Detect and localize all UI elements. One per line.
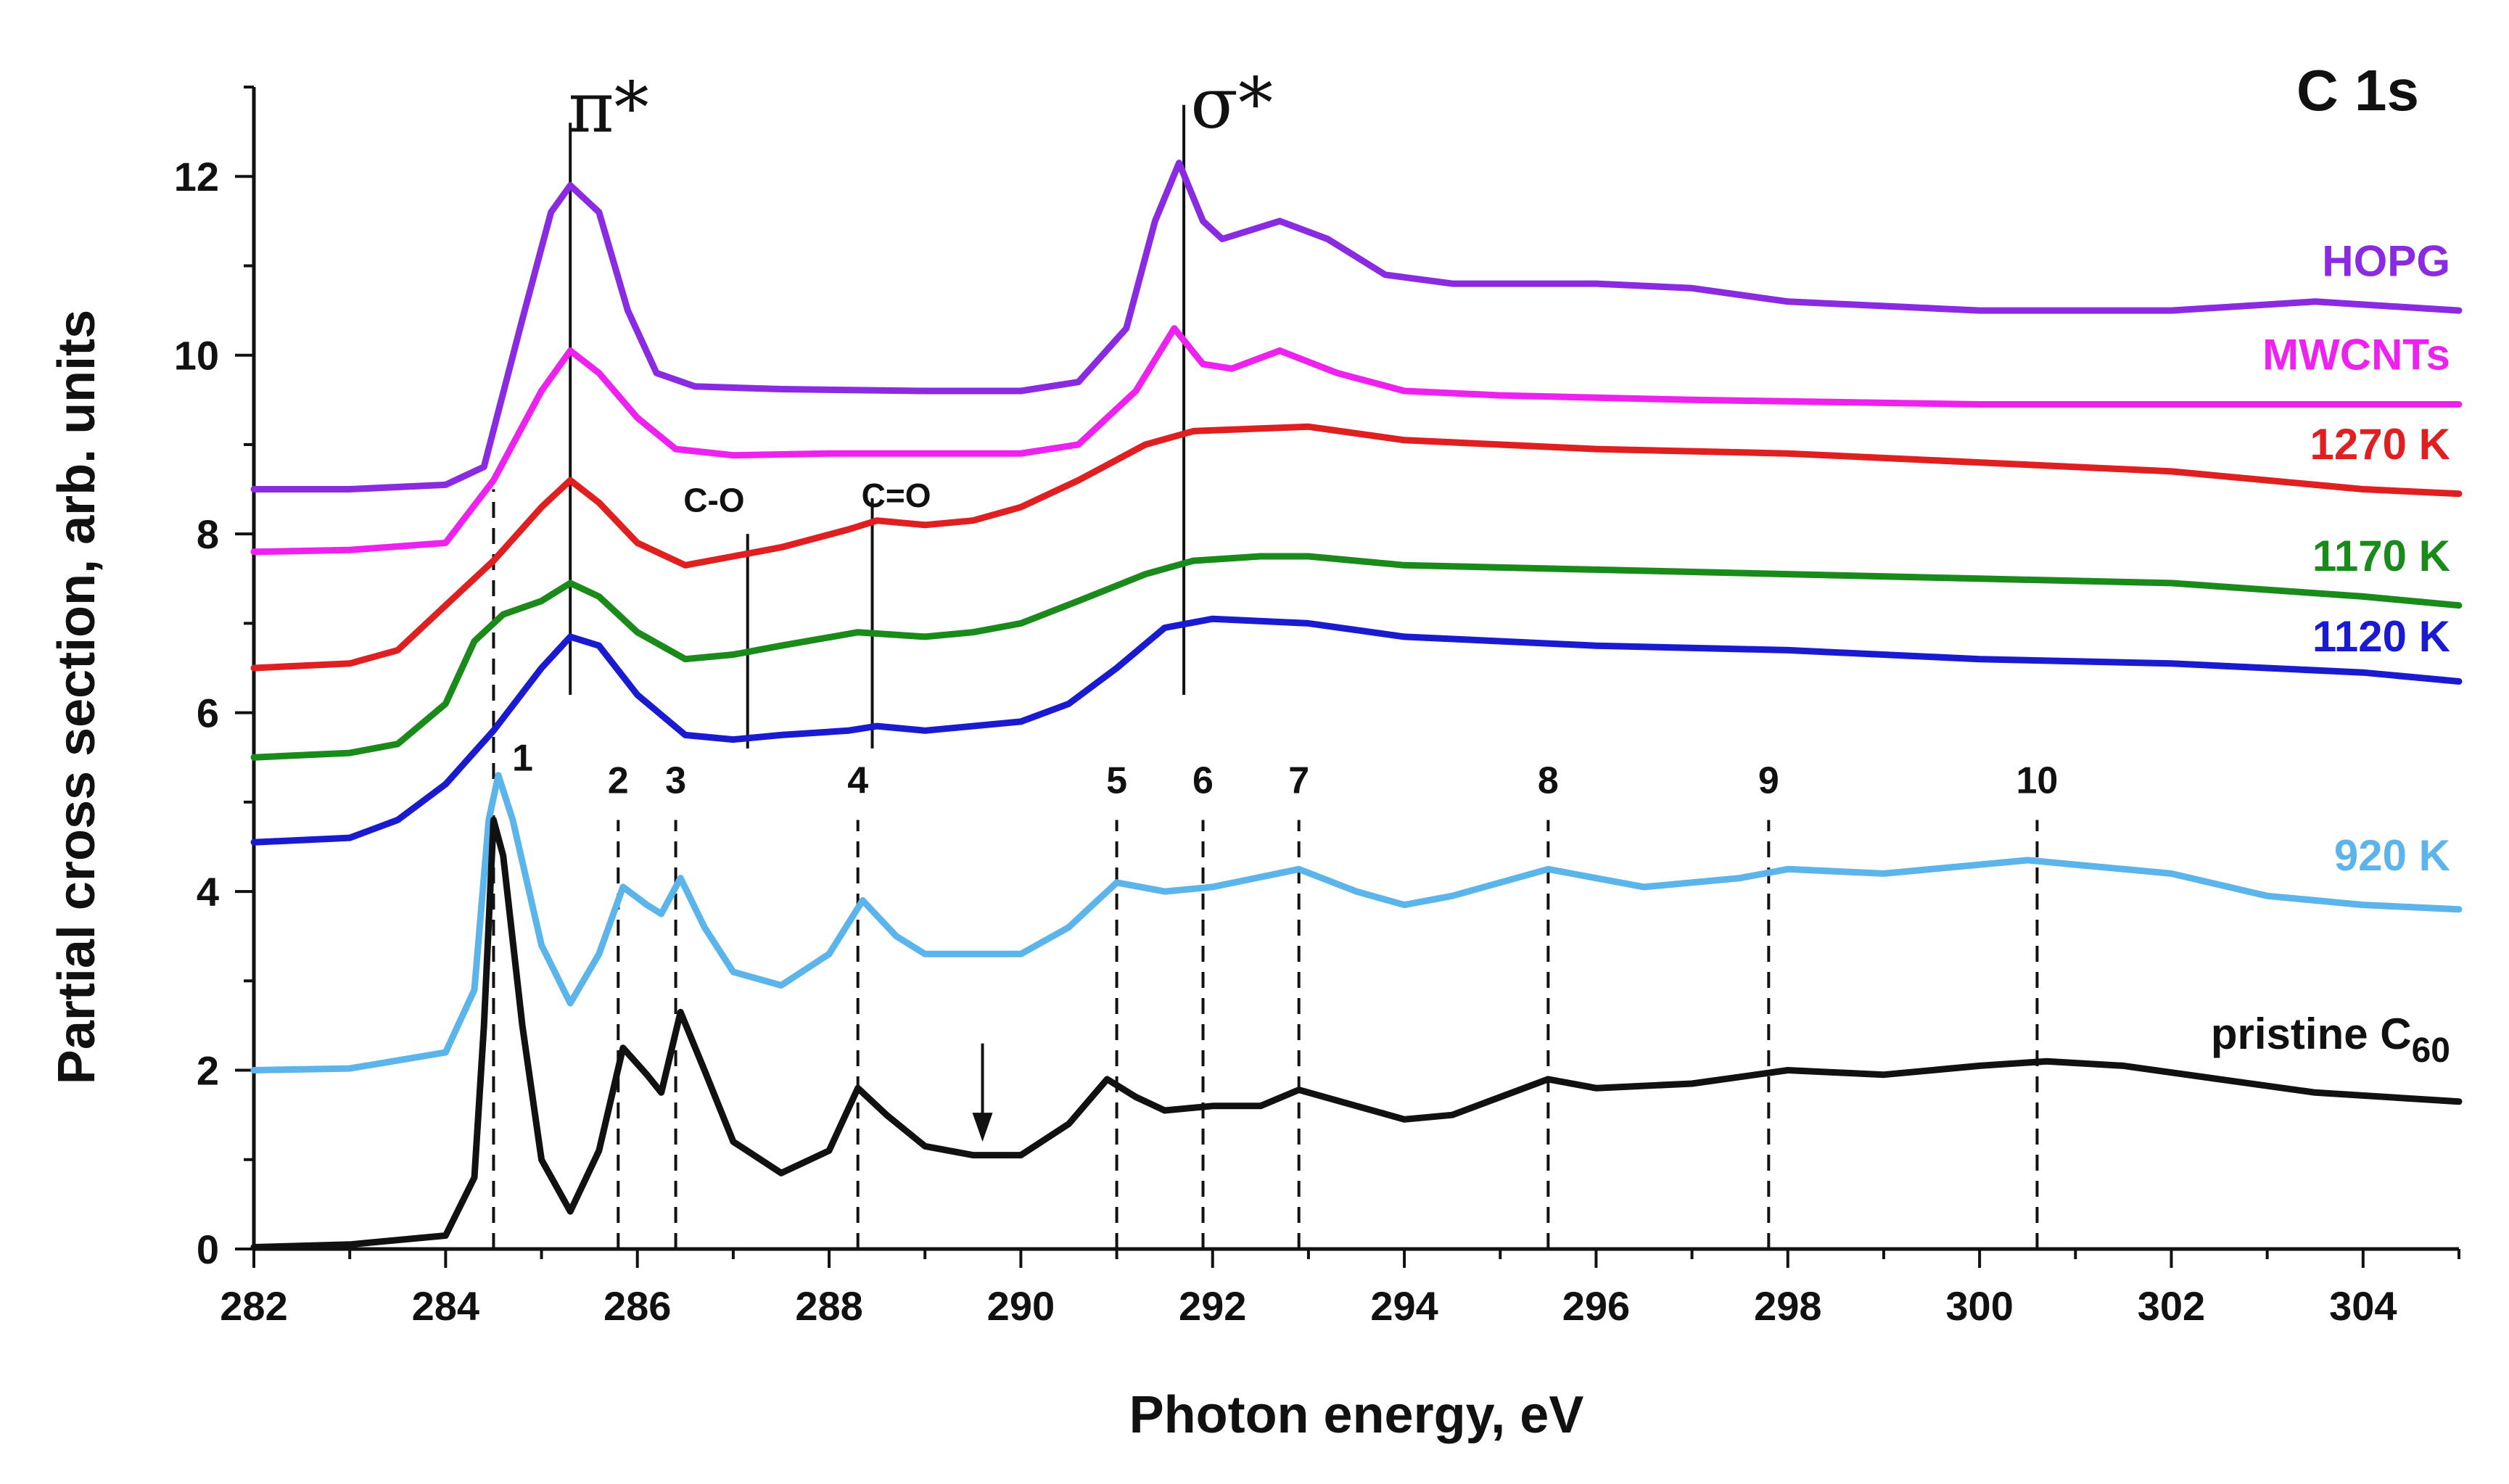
x-tick-label: 302 xyxy=(2138,1283,2205,1329)
y-tick-label: 10 xyxy=(174,333,219,379)
series-line xyxy=(250,772,2463,1073)
y-tick-label: 2 xyxy=(197,1048,219,1094)
series-label: 1170 K xyxy=(2312,532,2450,580)
x-tick-label: 298 xyxy=(1754,1283,1821,1329)
series-label: MWCNTs xyxy=(2262,331,2450,379)
series-line xyxy=(250,423,2463,672)
x-tick-label: 284 xyxy=(412,1283,479,1329)
x-tick-label: 286 xyxy=(603,1283,671,1329)
c-double-o-label: C=O xyxy=(862,477,931,514)
peak-number-label: 1 xyxy=(512,738,533,780)
peak-number-label: 7 xyxy=(1288,760,1309,802)
label-group: 282 284 286 288 290 292 294 296 298 300 302 3040246… xyxy=(174,62,2450,1329)
c-o-label: C-O xyxy=(683,481,744,519)
reference-lines xyxy=(492,104,2039,1249)
y-tick-label: 12 xyxy=(174,154,219,199)
peak-number-label: 5 xyxy=(1106,760,1127,802)
series-line xyxy=(250,553,2463,761)
series-line xyxy=(250,160,2463,492)
series-label: 1270 K xyxy=(2310,420,2450,469)
series-line xyxy=(250,817,2463,1250)
y-tick-label: 0 xyxy=(197,1227,219,1272)
series-line xyxy=(250,325,2463,556)
peak-number-label: 6 xyxy=(1192,760,1214,802)
series-label: 920 K xyxy=(2334,831,2450,880)
x-tick-label: 294 xyxy=(1370,1283,1438,1329)
peak-number-label: 3 xyxy=(665,760,686,802)
x-tick-label: 292 xyxy=(1179,1283,1246,1329)
x-axis-title: Photon energy, eV xyxy=(1129,1386,1584,1444)
peak-number-label: 9 xyxy=(1758,760,1779,802)
y-tick-label: 8 xyxy=(197,511,219,557)
x-tick-label: 300 xyxy=(1945,1283,2013,1329)
series-label: 1120 K xyxy=(2312,612,2450,661)
peak-number-label: 10 xyxy=(2016,760,2059,802)
x-tick-label: 290 xyxy=(987,1283,1055,1329)
sigma-star-label: σ* xyxy=(1190,62,1273,144)
series-group xyxy=(250,160,2463,1250)
x-tick-label: 282 xyxy=(220,1283,287,1329)
x-tick-label: 304 xyxy=(2329,1283,2397,1329)
y-axis-title: Partial cross section, arb. units xyxy=(48,310,106,1084)
series-line xyxy=(250,615,2463,846)
x-tick-label: 288 xyxy=(795,1283,862,1329)
x-tick-label: 296 xyxy=(1562,1283,1630,1329)
peak-number-label: 4 xyxy=(847,760,868,802)
peak-number-label: 8 xyxy=(1538,760,1559,802)
series-label: pristine C60 xyxy=(2211,1010,2450,1070)
series-label: HOPG xyxy=(2322,236,2450,285)
y-tick-label: 4 xyxy=(197,869,219,915)
chart-title: C 1s xyxy=(2296,58,2419,123)
y-tick-label: 6 xyxy=(197,691,219,736)
plot-frame xyxy=(235,86,2460,1268)
arrow-head xyxy=(972,1113,993,1142)
pi-star-label: π* xyxy=(568,67,648,149)
peak-number-label: 2 xyxy=(608,760,629,802)
